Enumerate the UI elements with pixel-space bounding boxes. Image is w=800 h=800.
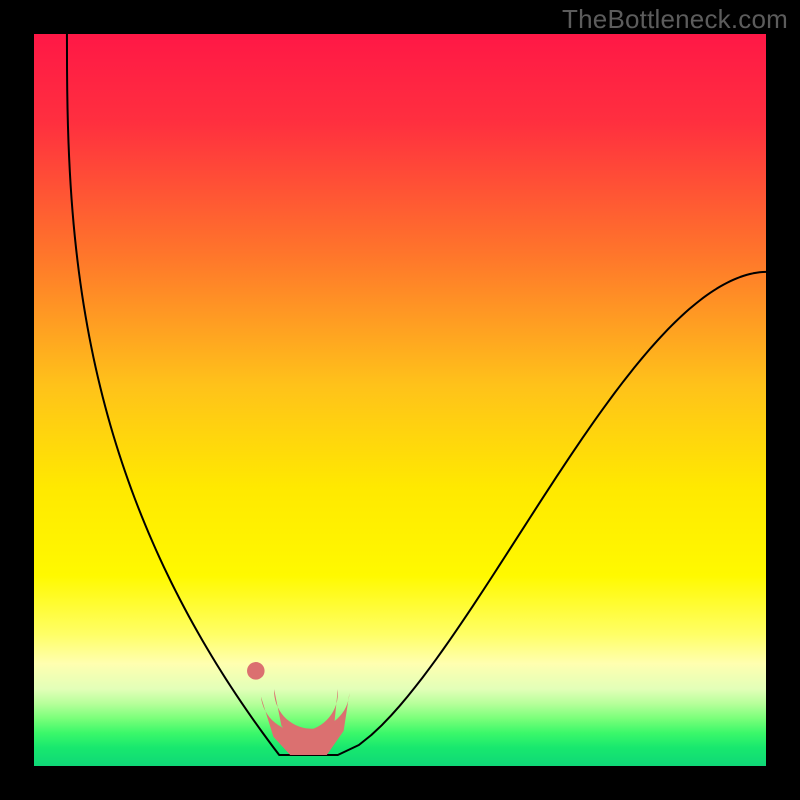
chart-background xyxy=(34,34,766,766)
stage: TheBottleneck.com xyxy=(0,0,800,800)
watermark-label: TheBottleneck.com xyxy=(562,4,788,35)
bottleneck-highlight-dot xyxy=(247,662,265,680)
bottleneck-chart xyxy=(34,34,766,766)
